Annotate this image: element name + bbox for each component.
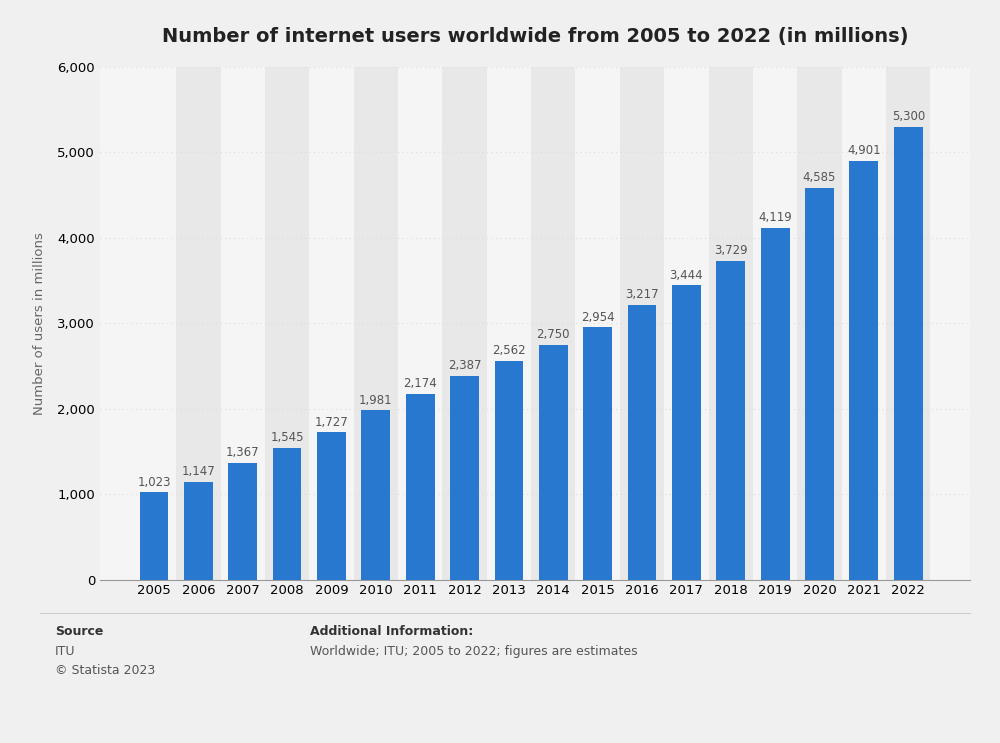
Bar — [450, 375, 479, 580]
Text: 3,217: 3,217 — [625, 288, 659, 301]
Bar — [442, 67, 487, 580]
Text: 4,119: 4,119 — [758, 211, 792, 224]
Bar — [317, 432, 346, 580]
Bar — [539, 345, 568, 580]
Bar — [672, 285, 701, 580]
Bar — [761, 227, 790, 580]
Bar — [184, 481, 213, 580]
Bar — [265, 67, 309, 580]
Text: ITU: ITU — [55, 646, 76, 658]
Text: 2,750: 2,750 — [537, 328, 570, 341]
Text: 1,981: 1,981 — [359, 394, 393, 407]
Text: © Statista 2023: © Statista 2023 — [55, 664, 155, 677]
Text: 3,444: 3,444 — [670, 269, 703, 282]
Text: 1,367: 1,367 — [226, 447, 260, 459]
Text: 1,023: 1,023 — [137, 476, 171, 489]
Bar — [531, 67, 575, 580]
Bar — [797, 67, 842, 580]
Bar — [886, 67, 930, 580]
Bar — [354, 67, 398, 580]
Text: Worldwide; ITU; 2005 to 2022; figures are estimates: Worldwide; ITU; 2005 to 2022; figures ar… — [310, 646, 638, 658]
Text: Additional Information:: Additional Information: — [310, 626, 473, 638]
Bar — [495, 360, 523, 580]
Bar — [709, 67, 753, 580]
Y-axis label: Number of users in millions: Number of users in millions — [33, 232, 46, 415]
Title: Number of internet users worldwide from 2005 to 2022 (in millions): Number of internet users worldwide from … — [162, 27, 908, 46]
Bar — [228, 463, 257, 580]
Text: 2,387: 2,387 — [448, 359, 481, 372]
Bar — [406, 394, 435, 580]
Bar — [583, 327, 612, 580]
Bar — [176, 67, 221, 580]
Bar — [628, 305, 656, 580]
Bar — [273, 447, 301, 580]
Text: 2,562: 2,562 — [492, 344, 526, 357]
Bar — [805, 188, 834, 580]
Text: 1,545: 1,545 — [270, 431, 304, 444]
Text: 1,147: 1,147 — [181, 465, 215, 478]
Text: 4,585: 4,585 — [803, 172, 836, 184]
Text: Source: Source — [55, 626, 103, 638]
Bar — [361, 410, 390, 580]
Bar — [894, 126, 923, 580]
Text: 1,727: 1,727 — [315, 415, 348, 429]
Bar — [716, 261, 745, 580]
Bar — [849, 160, 878, 580]
Text: 3,729: 3,729 — [714, 244, 748, 258]
Bar — [620, 67, 664, 580]
Text: 2,174: 2,174 — [403, 377, 437, 390]
Text: 5,300: 5,300 — [892, 110, 925, 123]
Bar — [140, 492, 168, 580]
Text: 4,901: 4,901 — [847, 144, 881, 158]
Text: 2,954: 2,954 — [581, 311, 614, 324]
